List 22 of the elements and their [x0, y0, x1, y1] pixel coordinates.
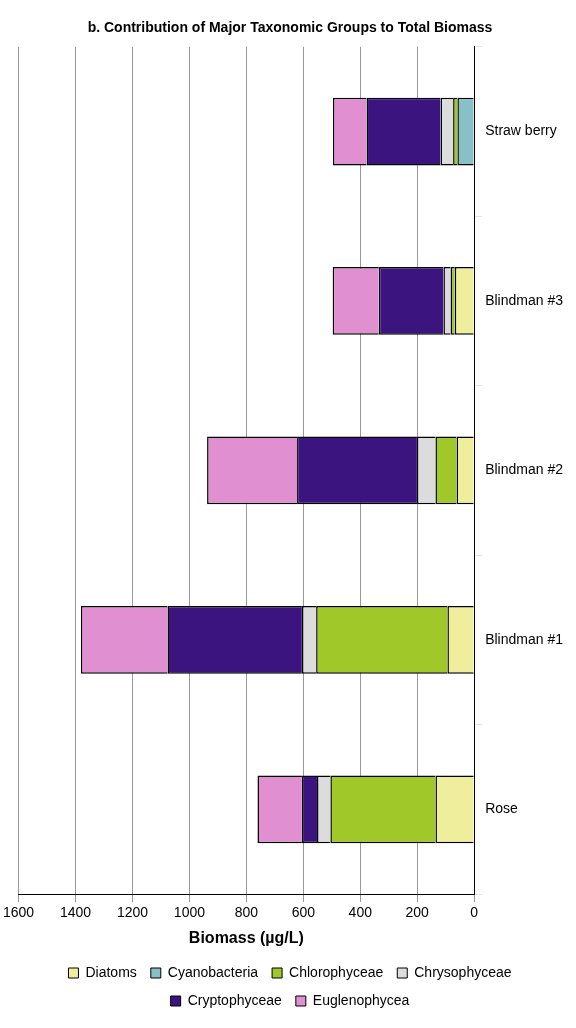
y-tick-label: Straw berry	[485, 122, 557, 139]
x-tick-label: 600	[291, 904, 316, 921]
y-tick-label: Blindman #3	[485, 291, 564, 308]
y-tick-label: Blindman #1	[485, 630, 564, 647]
x-tick-label: 200	[405, 904, 430, 921]
legend-label: Chrysophyceae	[414, 963, 512, 980]
legend-label: Diatoms	[85, 963, 137, 980]
legend-label: Cryptophyceae	[187, 991, 283, 1008]
legend-label: Cyanobacteria	[167, 963, 259, 980]
x-tick-label: 400	[348, 904, 373, 921]
chart-title: b. Contribution of Major Taxonomic Groups to Total Biomass	[87, 19, 493, 36]
x-tick-label: 800	[234, 904, 259, 921]
x-tick-label: 1200	[116, 904, 149, 921]
y-tick-label: Blindman #2	[485, 461, 564, 478]
x-tick-label: 1400	[59, 904, 92, 921]
y-tick-label: Rose	[485, 800, 519, 817]
x-tick-label: 0	[470, 904, 479, 921]
legend-label: Chlorophyceae	[289, 963, 384, 980]
x-tick-label: 1000	[173, 904, 206, 921]
x-tick-label: 1600	[2, 904, 35, 921]
x-axis-title: Biomass (µg/L)	[188, 928, 304, 946]
legend-label: Euglenophycea	[312, 991, 410, 1008]
